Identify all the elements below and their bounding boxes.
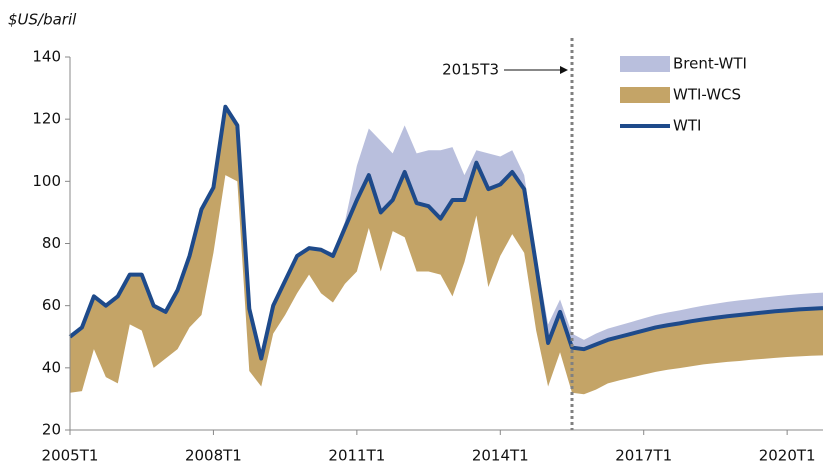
x-tick-label: 2005T1	[42, 447, 99, 465]
annotation-arrowhead	[560, 66, 568, 74]
x-tick-label: 2020T1	[759, 447, 816, 465]
y-tick-label: 120	[32, 110, 61, 128]
area-band	[70, 106, 823, 395]
y-tick-label: 60	[42, 296, 61, 314]
y-tick-label: 40	[42, 358, 61, 376]
x-tick-label: 2017T1	[615, 447, 672, 465]
x-tick-label: 2014T1	[472, 447, 529, 465]
legend-swatch	[620, 56, 670, 72]
legend-label: Brent-WTI	[673, 55, 747, 73]
y-tick-label: 20	[42, 421, 61, 439]
x-tick-label: 2008T1	[185, 447, 242, 465]
legend-label: WTI	[673, 117, 701, 135]
legend-swatch	[620, 87, 670, 103]
y-tick-label: 140	[32, 48, 61, 66]
annotation-label: 2015T3	[442, 61, 499, 79]
y-axis-title: $US/baril	[8, 11, 77, 29]
legend-label: WTI-WCS	[673, 86, 741, 104]
y-tick-label: 80	[42, 234, 61, 252]
y-tick-label: 100	[32, 172, 61, 190]
line	[68, 104, 823, 361]
area-band	[70, 106, 823, 359]
x-tick-label: 2011T1	[328, 447, 385, 465]
